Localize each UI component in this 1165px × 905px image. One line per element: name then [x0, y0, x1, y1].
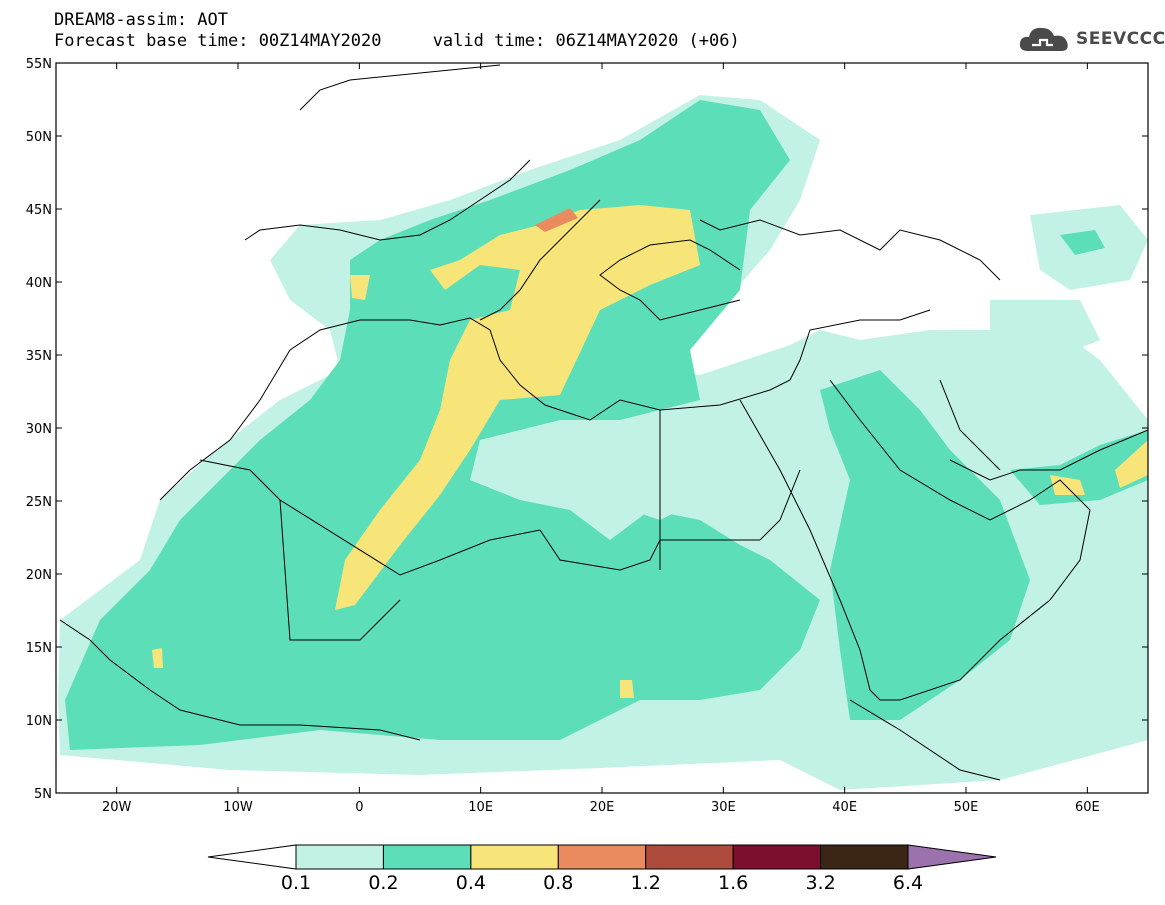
colorbar-boxes — [295, 844, 909, 870]
colorbar-level-label: 0.4 — [455, 872, 486, 894]
lon-tick-label: 20E — [590, 800, 615, 815]
lon-tick-label: 0 — [355, 800, 363, 815]
lat-tick-label: 45N — [26, 203, 52, 218]
colorbar-level-label: 0.2 — [368, 872, 399, 894]
colorbar-box — [382, 844, 472, 870]
colorbar-level-label: 0.8 — [543, 872, 574, 894]
colorbar-box — [470, 844, 559, 870]
lat-tick-label: 25N — [26, 495, 52, 510]
aot-level-0.8 — [535, 208, 578, 232]
colorbar-lower-arrow — [207, 844, 297, 870]
lat-tick-label: 35N — [26, 349, 52, 364]
aot-contours — [58, 95, 1148, 790]
lon-tick-label: 10E — [468, 800, 493, 815]
lon-tick-label: 30E — [711, 800, 736, 815]
title-line-model: DREAM8-assim: AOT — [54, 10, 228, 30]
lon-tick-label: 40E — [832, 800, 857, 815]
colorbar-level-label: 6.4 — [892, 872, 924, 894]
colorbar — [207, 844, 997, 870]
lat-tick-label: 55N — [26, 57, 52, 72]
colorbar-level-label: 0.1 — [280, 872, 312, 894]
colorbar-level-label: 1.6 — [718, 872, 749, 894]
aot-level-0.4 — [152, 205, 1148, 698]
colorbar-upper-arrow — [907, 844, 997, 870]
colorbar-box — [820, 844, 909, 870]
lon-tick-label: 10W — [223, 800, 253, 815]
lat-tick-label: 10N — [26, 714, 52, 729]
lat-tick-label: 20N — [26, 568, 52, 583]
lon-tick-label: 50E — [954, 800, 979, 815]
colorbar-box — [557, 844, 647, 870]
cloud-icon — [1019, 27, 1068, 51]
axis-ticks: 55N 50N 45N 40N 35N 30N 25N 20N 15N 10N 5N 20W 10W 0 1… — [26, 57, 1148, 815]
lon-tick-label: 60E — [1075, 800, 1100, 815]
title-line-times: Forecast base time: 00Z14MAY2020 valid t… — [54, 31, 740, 51]
colorbar-box — [732, 844, 822, 870]
lat-tick-label: 5N — [34, 787, 52, 802]
coastlines — [59, 64, 1148, 781]
lat-tick-label: 40N — [26, 276, 52, 291]
lat-tick-label: 15N — [26, 641, 52, 656]
colorbar-level-label: 3.2 — [805, 872, 836, 894]
colorbar-box — [645, 844, 734, 870]
lon-tick-label: 20W — [102, 800, 132, 815]
seevccc-logo: SEEVCCC — [1018, 24, 1165, 54]
lat-tick-label: 50N — [26, 130, 52, 145]
logo-text: SEEVCCC — [1076, 29, 1165, 49]
colorbar-level-label: 1.2 — [630, 872, 661, 894]
colorbar-box — [295, 844, 384, 870]
lat-tick-label: 30N — [26, 422, 52, 437]
